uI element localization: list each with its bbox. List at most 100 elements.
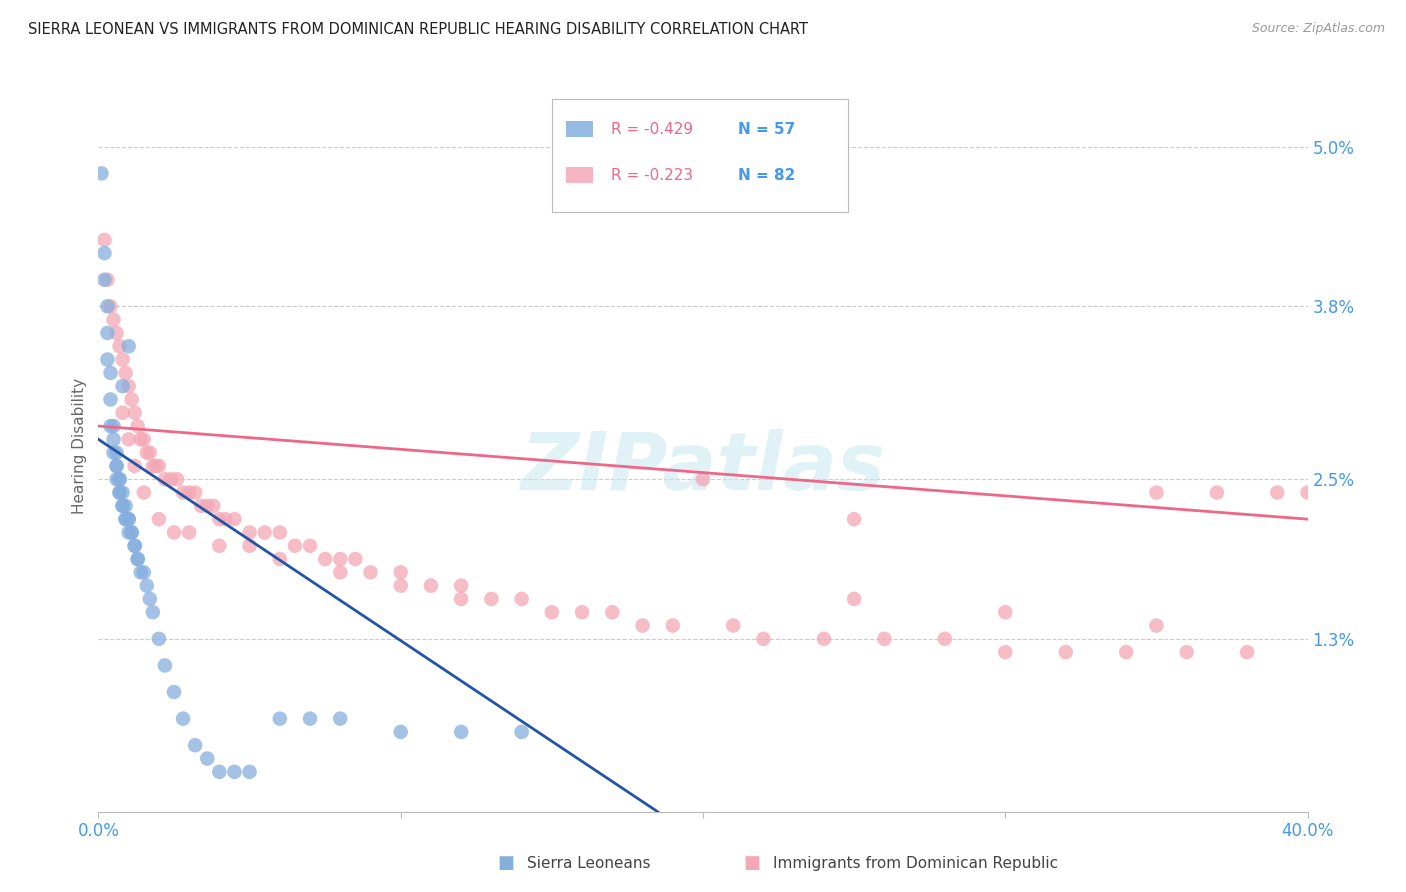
Point [269, 552, 291, 566]
Point [239, 539, 262, 553]
Text: Source: ZipAtlas.com: Source: ZipAtlas.com [1251, 22, 1385, 36]
Point [111, 485, 134, 500]
Point [1267, 485, 1289, 500]
Point [111, 499, 134, 513]
Point [93, 273, 115, 287]
Point [994, 605, 1017, 619]
Point [139, 591, 162, 606]
Point [510, 591, 533, 606]
Point [1115, 645, 1137, 659]
Point [111, 379, 134, 393]
Point [190, 499, 212, 513]
Point [124, 458, 146, 473]
Point [148, 458, 170, 473]
Point [127, 419, 149, 434]
Point [105, 326, 128, 340]
Point [105, 472, 128, 486]
Point [813, 632, 835, 646]
Point [118, 525, 141, 540]
Point [90, 166, 112, 180]
Point [692, 472, 714, 486]
Point [124, 539, 146, 553]
Point [299, 712, 322, 726]
Point [269, 712, 291, 726]
Point [139, 445, 162, 459]
Point [329, 552, 352, 566]
Point [723, 618, 745, 632]
Point [299, 539, 322, 553]
Point [450, 591, 472, 606]
Point [96, 299, 118, 313]
Point [114, 366, 136, 380]
Point [1236, 645, 1258, 659]
Point [571, 605, 593, 619]
Point [100, 392, 122, 407]
Point [105, 458, 128, 473]
Point [127, 552, 149, 566]
Text: SIERRA LEONEAN VS IMMIGRANTS FROM DOMINICAN REPUBLIC HEARING DISABILITY CORRELAT: SIERRA LEONEAN VS IMMIGRANTS FROM DOMINI… [28, 22, 808, 37]
Point [510, 725, 533, 739]
Point [121, 525, 143, 540]
Point [148, 512, 170, 526]
Point [124, 406, 146, 420]
Point [118, 512, 141, 526]
Point [103, 419, 125, 434]
Point [179, 525, 201, 540]
Point [239, 764, 262, 779]
Point [135, 445, 157, 459]
Point [1144, 618, 1167, 632]
Point [93, 246, 115, 260]
Point [184, 738, 207, 752]
Point [1054, 645, 1077, 659]
Point [100, 419, 122, 434]
Point [132, 485, 155, 500]
Point [96, 273, 118, 287]
Point [103, 445, 125, 459]
Point [118, 339, 141, 353]
Point [127, 552, 149, 566]
Point [224, 512, 246, 526]
Text: ZIPatlas: ZIPatlas [520, 429, 886, 507]
Point [166, 472, 188, 486]
Point [873, 632, 896, 646]
Point [105, 445, 128, 459]
Point [172, 712, 194, 726]
Point [752, 632, 775, 646]
Point [108, 485, 131, 500]
Point [934, 632, 956, 646]
Text: Immigrants from Dominican Republic: Immigrants from Dominican Republic [773, 856, 1059, 871]
Point [100, 366, 122, 380]
Point [163, 525, 186, 540]
Point [208, 764, 231, 779]
Text: ■: ■ [498, 855, 515, 872]
Point [360, 566, 382, 580]
Point [450, 579, 472, 593]
Point [124, 539, 146, 553]
Point [129, 433, 152, 447]
Point [153, 472, 176, 486]
Point [108, 339, 131, 353]
FancyBboxPatch shape [567, 168, 593, 184]
Point [111, 406, 134, 420]
Point [142, 458, 165, 473]
Text: Sierra Leoneans: Sierra Leoneans [527, 856, 651, 871]
Point [602, 605, 624, 619]
Point [114, 512, 136, 526]
Point [132, 433, 155, 447]
Point [114, 499, 136, 513]
Point [329, 566, 352, 580]
Point [994, 645, 1017, 659]
Point [284, 539, 307, 553]
Point [108, 472, 131, 486]
Point [153, 658, 176, 673]
Point [93, 233, 115, 247]
Text: R = -0.223: R = -0.223 [612, 168, 693, 183]
Point [103, 433, 125, 447]
Point [389, 725, 412, 739]
Point [420, 579, 443, 593]
Point [389, 579, 412, 593]
FancyBboxPatch shape [551, 99, 848, 212]
Point [631, 618, 654, 632]
Point [481, 591, 503, 606]
Point [118, 379, 141, 393]
